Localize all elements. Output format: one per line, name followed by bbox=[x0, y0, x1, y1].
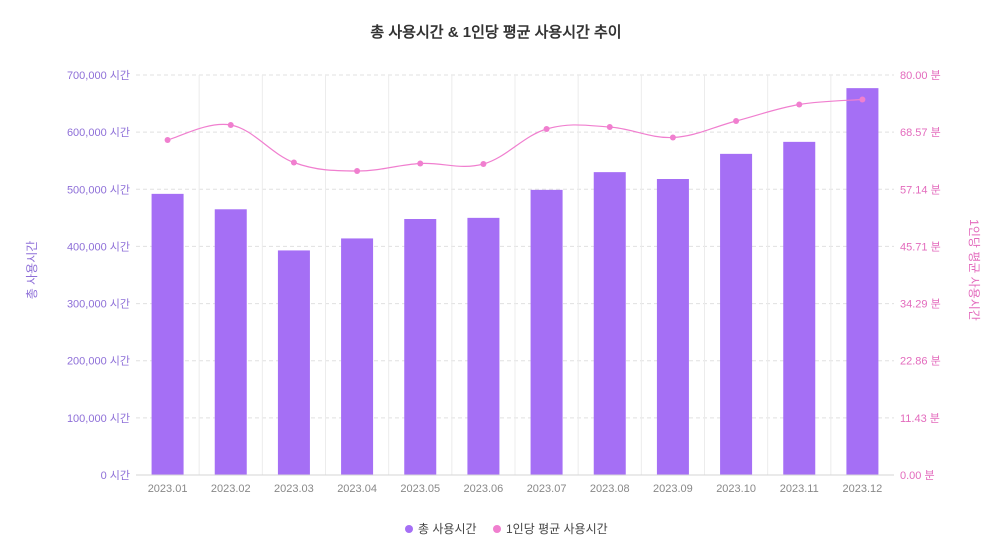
legend-marker-line bbox=[493, 525, 501, 533]
line-point bbox=[354, 168, 361, 174]
y-left-tick-label: 300,000 시간 bbox=[67, 298, 130, 311]
legend: 총 사용시간 1인당 평균 사용시간 bbox=[405, 522, 608, 536]
line-series bbox=[164, 96, 866, 174]
bar bbox=[467, 217, 500, 475]
bar bbox=[151, 193, 184, 475]
x-tick-label: 2023.11 bbox=[780, 483, 819, 495]
line-point bbox=[227, 122, 234, 128]
y-left-tick-label: 0 시간 bbox=[101, 469, 130, 482]
bar bbox=[277, 250, 310, 475]
bar bbox=[341, 238, 374, 475]
y-left-tick-label: 200,000 시간 bbox=[67, 355, 130, 368]
line-point bbox=[543, 126, 550, 132]
y-right-tick-label: 45.71 분 bbox=[900, 241, 941, 253]
chart-title: 총 사용시간 & 1인당 평균 사용시간 추이 bbox=[370, 23, 621, 41]
legend-item-bar[interactable]: 총 사용시간 bbox=[405, 522, 477, 536]
y-right-tick-label: 11.43 분 bbox=[900, 413, 940, 425]
line-point bbox=[480, 161, 487, 167]
x-tick-label: 2023.08 bbox=[590, 483, 630, 495]
bar bbox=[720, 153, 753, 475]
grid-layer bbox=[136, 74, 894, 475]
y-left-tick-label: 600,000 시간 bbox=[67, 126, 130, 139]
line-point bbox=[859, 96, 866, 103]
bar bbox=[783, 141, 816, 475]
y-axis-left-title: 총 사용시간 bbox=[25, 241, 39, 300]
bar bbox=[593, 172, 626, 475]
x-tick-label: 2023.06 bbox=[464, 483, 504, 495]
y-left-tick-label: 100,000 시간 bbox=[67, 412, 130, 425]
bar bbox=[214, 209, 247, 476]
bar bbox=[656, 179, 689, 475]
y-right-tick-label: 80.00 분 bbox=[900, 70, 941, 82]
x-tick-label: 2023.07 bbox=[527, 483, 567, 495]
y-axis-right-title: 1인당 평균 사용시간 bbox=[967, 219, 981, 321]
line-point bbox=[669, 134, 676, 141]
legend-label-line: 1인당 평균 사용시간 bbox=[506, 522, 608, 536]
x-tick-label: 2023.03 bbox=[274, 483, 314, 495]
y-right-tick-label: 0.00 분 bbox=[900, 470, 935, 482]
bar bbox=[530, 189, 563, 475]
y-left-tick-label: 400,000 시간 bbox=[67, 240, 130, 253]
x-tick-label: 2023.12 bbox=[843, 483, 883, 495]
y-right-tick-label: 68.57 분 bbox=[900, 127, 941, 139]
line-point bbox=[606, 124, 613, 130]
x-tick-label: 2023.01 bbox=[148, 483, 188, 495]
line-point bbox=[733, 118, 740, 124]
axis-layer: 0 시간 0.00 분 100,000 시간 11.43 분 200,000 시간 22.… bbox=[67, 69, 941, 495]
y-right-tick-label: 57.14 분 bbox=[900, 184, 941, 196]
x-tick-label: 2023.04 bbox=[337, 483, 377, 495]
line-point bbox=[164, 137, 171, 143]
legend-marker-bar bbox=[405, 525, 413, 533]
x-tick-label: 2023.09 bbox=[653, 483, 693, 495]
legend-label-bar: 총 사용시간 bbox=[418, 522, 477, 536]
y-right-tick-label: 22.86 분 bbox=[900, 356, 941, 368]
bar bbox=[404, 219, 437, 475]
y-left-tick-label: 700,000 시간 bbox=[67, 69, 130, 82]
line-point bbox=[796, 101, 803, 108]
line-point bbox=[417, 160, 424, 167]
x-tick-label: 2023.02 bbox=[211, 483, 251, 495]
x-tick-label: 2023.10 bbox=[716, 483, 756, 495]
x-tick-label: 2023.05 bbox=[400, 483, 440, 495]
line-point bbox=[290, 159, 297, 166]
legend-item-line[interactable]: 1인당 평균 사용시간 bbox=[493, 522, 608, 536]
bar-series bbox=[151, 88, 879, 476]
y-left-tick-label: 500,000 시간 bbox=[67, 183, 130, 196]
bar bbox=[846, 88, 879, 476]
y-right-tick-label: 34.29 분 bbox=[900, 299, 941, 311]
